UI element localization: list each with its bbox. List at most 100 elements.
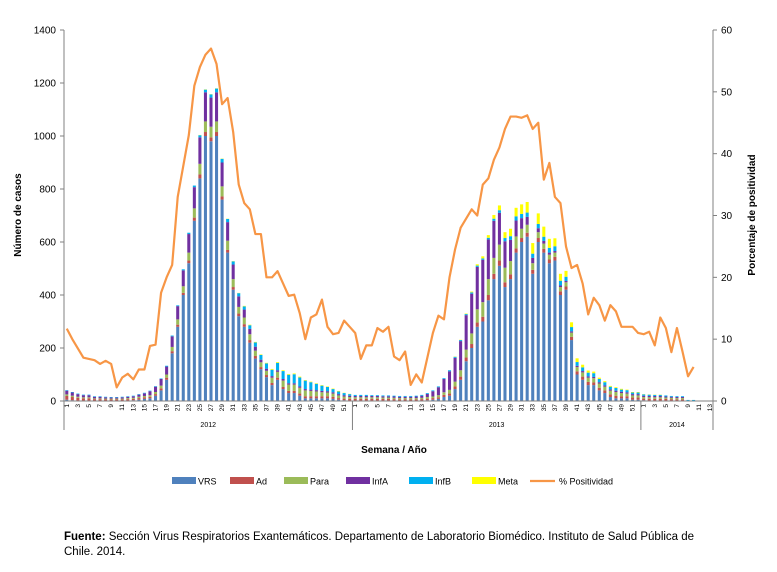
bar-ad [325, 396, 330, 399]
bar-para [520, 228, 524, 239]
bar-para [98, 398, 102, 400]
bar-vrs [436, 398, 440, 401]
y2-tick-label: 20 [721, 273, 733, 284]
bar-ad [215, 132, 219, 136]
bar-infb [686, 399, 690, 401]
bar-vrs [325, 398, 330, 401]
y-tick-label: 400 [39, 291, 56, 302]
bar-ad [170, 351, 174, 354]
bar-ad [442, 394, 446, 398]
bar-infb [348, 394, 352, 396]
bar-infa [342, 395, 346, 397]
bar-infb [220, 158, 224, 163]
week-tick-label: 9 [397, 404, 404, 408]
bar-infa [575, 365, 579, 368]
bar-infa [531, 257, 535, 264]
bar-infa [619, 391, 623, 394]
bar-ad [209, 137, 213, 142]
bar-infa [364, 395, 368, 398]
bar-infa [647, 395, 651, 398]
bar-ad [409, 399, 413, 401]
bar-infb [370, 395, 374, 396]
bar-infb [447, 370, 452, 372]
bar-infa [436, 387, 440, 396]
bar-para [509, 261, 513, 275]
bar-infa [104, 397, 108, 399]
bar-para [220, 186, 224, 197]
x-axis-label: Semana / Año [361, 445, 427, 456]
bar-para [298, 387, 302, 394]
bar-meta [503, 232, 507, 239]
bar-ad [203, 132, 207, 136]
bar-infb [87, 394, 91, 396]
bar-infb [165, 365, 169, 367]
bar-vrs [298, 395, 302, 401]
bar-para [375, 397, 379, 399]
bar-meta [581, 364, 585, 368]
bar-vrs [314, 398, 318, 401]
bar-infa [181, 270, 185, 287]
bar-para [303, 390, 307, 397]
y2-axis-label: Porcentaje de positividad [747, 154, 758, 275]
bar-infa [625, 392, 629, 394]
bar-vrs [231, 289, 235, 401]
bar-para [481, 302, 485, 317]
bar-infa [220, 162, 224, 187]
bar-infb [392, 395, 396, 397]
week-tick-label: 5 [663, 404, 670, 408]
bar-infb [281, 371, 285, 380]
bar-vrs [281, 389, 285, 401]
bar-infb [242, 306, 246, 310]
bar-para [120, 398, 124, 400]
bar-infa [159, 379, 163, 386]
bar-vrs [181, 295, 185, 401]
bar-para [198, 163, 202, 175]
week-tick-label: 51 [630, 404, 637, 412]
bar-vrs [187, 263, 191, 401]
bar-para [65, 394, 69, 396]
bar-meta [614, 387, 618, 389]
bar-infb [148, 390, 152, 392]
bar-vrs [636, 399, 640, 401]
bar-infb [403, 395, 407, 397]
bar-vrs [564, 289, 568, 401]
bar-infb [65, 390, 69, 391]
bar-para [386, 397, 391, 399]
bar-vrs [570, 340, 574, 401]
week-tick-label: 23 [474, 404, 481, 412]
bar-ad [625, 396, 629, 399]
bar-para [514, 236, 518, 249]
bar-ad [270, 382, 274, 386]
bar-vrs [603, 393, 607, 401]
bar-ad [92, 399, 97, 401]
bar-ad [70, 397, 74, 401]
bar-infb [581, 367, 585, 372]
bar-vrs [142, 398, 146, 401]
bar-infb [464, 314, 468, 316]
bar-infa [592, 376, 596, 379]
bar-ad [503, 282, 507, 288]
bar-infa [170, 336, 174, 347]
bar-vrs [608, 397, 612, 401]
bar-infa [409, 396, 413, 399]
bar-ad [669, 399, 673, 401]
bar-infb [253, 342, 257, 347]
bar-vrs [453, 389, 457, 401]
bar-infb [364, 394, 368, 396]
bar-infa [420, 395, 424, 398]
bar-infb [619, 389, 623, 392]
bar-infb [514, 216, 518, 221]
bar-infb [76, 393, 80, 395]
bar-para [636, 395, 640, 398]
legend-swatch [230, 477, 254, 484]
bar-para [403, 398, 407, 400]
bar-infa [203, 92, 207, 122]
bar-infa [664, 396, 668, 398]
bar-ad [314, 396, 318, 399]
bar-meta [287, 373, 291, 375]
bar-infa [653, 395, 657, 398]
bar-ad [115, 399, 119, 401]
bar-vrs [631, 399, 635, 401]
bar-vrs [159, 390, 163, 401]
bar-para [464, 349, 468, 358]
